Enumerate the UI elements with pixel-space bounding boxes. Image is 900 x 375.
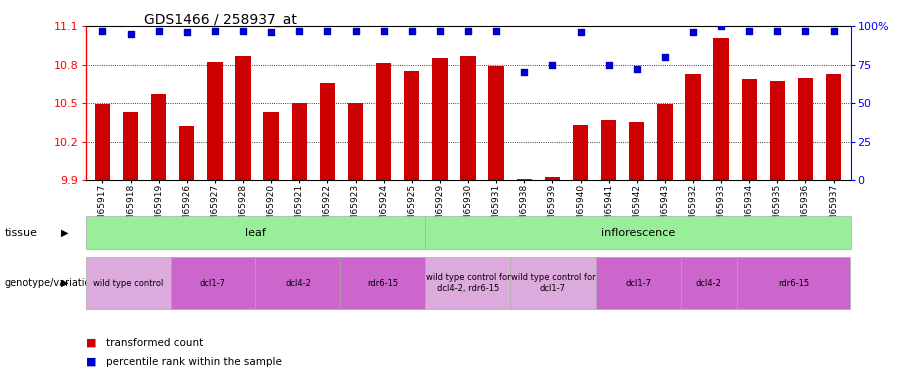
Text: dcl1-7: dcl1-7 [625, 279, 651, 288]
Bar [544, 177, 560, 180]
Point [179, 29, 194, 35]
Bar [489, 66, 504, 180]
Point [658, 54, 672, 60]
Bar [235, 56, 251, 180]
Point [517, 69, 531, 75]
Bar [601, 120, 617, 180]
Point [545, 62, 560, 68]
Point [573, 29, 588, 35]
Point [461, 28, 475, 34]
Bar [460, 56, 476, 180]
Bar [320, 82, 335, 180]
Bar [572, 125, 589, 180]
Bar [207, 62, 222, 180]
Bar [742, 79, 757, 180]
Bar [151, 94, 166, 180]
Bar [657, 104, 672, 180]
Bar [292, 103, 307, 180]
Point [236, 28, 250, 34]
Text: dcl4-2: dcl4-2 [285, 279, 310, 288]
Point [376, 28, 391, 34]
Text: leaf: leaf [245, 228, 266, 238]
Point [629, 66, 643, 72]
Text: rdr6-15: rdr6-15 [778, 279, 809, 288]
Bar [685, 74, 701, 180]
Point [151, 28, 166, 34]
Text: dcl1-7: dcl1-7 [200, 279, 226, 288]
Bar [179, 126, 194, 180]
Text: inflorescence: inflorescence [601, 228, 675, 238]
Text: wild type control for
dcl4-2, rdr6-15: wild type control for dcl4-2, rdr6-15 [426, 273, 510, 293]
Point [798, 28, 813, 34]
Point [95, 28, 110, 34]
Text: percentile rank within the sample: percentile rank within the sample [106, 357, 282, 367]
Point [714, 23, 728, 29]
Text: ▶: ▶ [61, 228, 68, 238]
Point [404, 28, 419, 34]
Point [433, 28, 447, 34]
Bar [122, 112, 139, 180]
Text: wild type control for
dcl1-7: wild type control for dcl1-7 [510, 273, 595, 293]
Bar [94, 104, 110, 180]
Bar [714, 38, 729, 180]
Point [742, 28, 756, 34]
Text: rdr6-15: rdr6-15 [367, 279, 399, 288]
Text: transformed count: transformed count [106, 338, 203, 348]
Point [123, 31, 138, 37]
Bar [629, 122, 644, 180]
Point [348, 28, 363, 34]
Text: tissue: tissue [4, 228, 38, 238]
Text: genotype/variation: genotype/variation [4, 278, 97, 288]
Text: GDS1466 / 258937_at: GDS1466 / 258937_at [144, 13, 297, 27]
Bar [797, 78, 814, 180]
Point [208, 28, 222, 34]
Bar [432, 58, 447, 180]
Text: ■: ■ [86, 338, 96, 348]
Bar [826, 74, 842, 180]
Bar [376, 63, 392, 180]
Bar [264, 112, 279, 180]
Point [601, 62, 616, 68]
Point [264, 29, 278, 35]
Bar [347, 103, 364, 180]
Text: wild type control: wild type control [93, 279, 163, 288]
Point [489, 28, 503, 34]
Point [770, 28, 785, 34]
Bar [770, 81, 785, 180]
Text: dcl4-2: dcl4-2 [696, 279, 722, 288]
Point [826, 28, 841, 34]
Point [320, 28, 335, 34]
Bar [517, 179, 532, 180]
Point [292, 28, 306, 34]
Text: ▶: ▶ [61, 278, 68, 288]
Point [686, 29, 700, 35]
Bar [404, 71, 419, 180]
Text: ■: ■ [86, 357, 96, 367]
